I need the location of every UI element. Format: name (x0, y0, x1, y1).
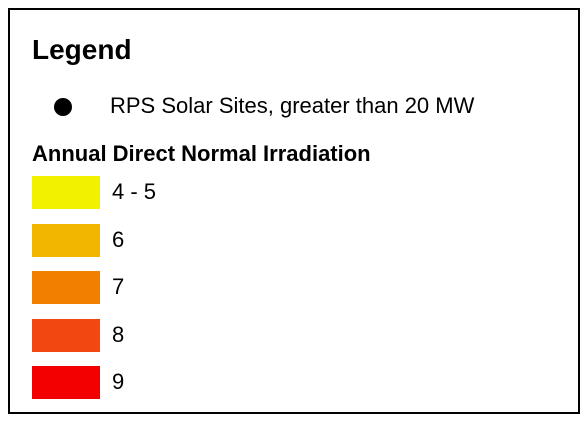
class-label: 9 (112, 369, 125, 394)
class-swatch (32, 318, 100, 352)
point-symbol (54, 98, 72, 116)
raster-title: Annual Direct Normal Irradiation (32, 141, 371, 166)
class-swatch (32, 366, 100, 399)
class-swatch (32, 271, 100, 304)
class-label: 8 (112, 321, 125, 347)
class-label: 4 - 5 (112, 179, 157, 204)
class-swatch (32, 223, 100, 257)
point-label: RPS Solar Sites, greater than 20 MW (110, 93, 475, 118)
class-label: 7 (112, 274, 125, 299)
class-swatch (32, 176, 100, 209)
legend-frame: Legend RPS Solar Sites, greater than 20 … (8, 8, 580, 414)
legend-title: Legend (32, 34, 132, 65)
class-label: 6 (112, 226, 125, 252)
